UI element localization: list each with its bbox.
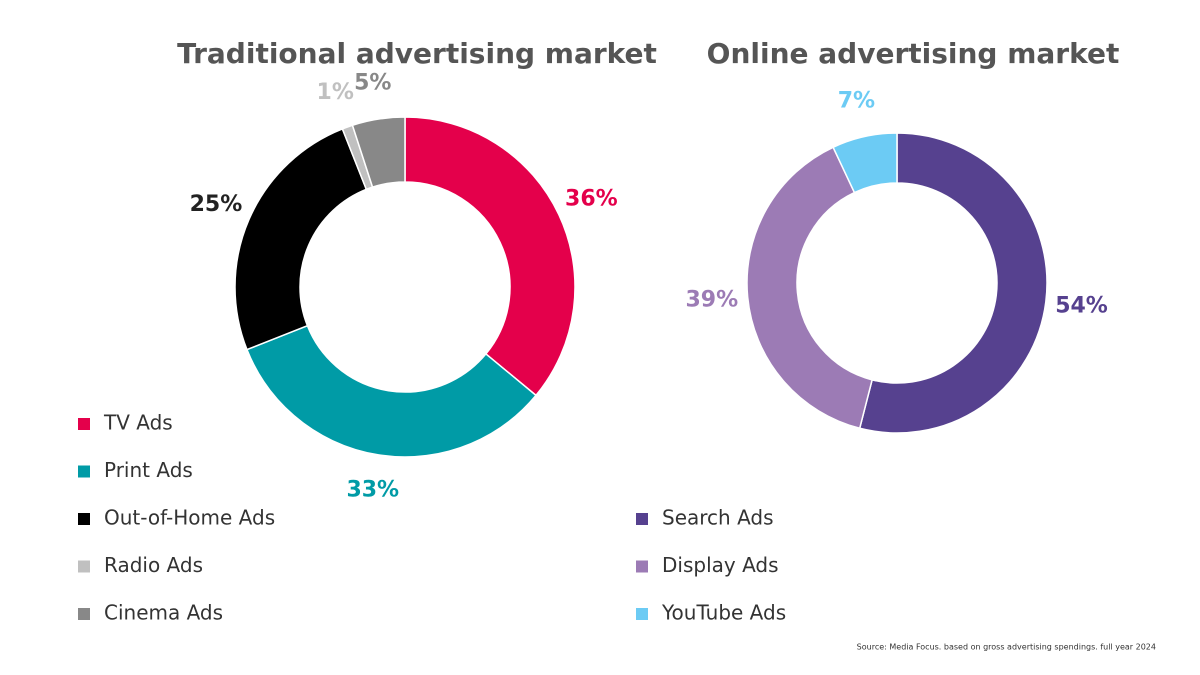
value-label: 54% [1055,293,1108,318]
legend-label: Print Ads [104,458,193,482]
donut-segment [832,132,898,194]
legend-label: Radio Ads [104,553,203,577]
legend-swatch [636,608,648,620]
legend-label: Cinema Ads [104,601,223,625]
donut-segment [404,116,576,397]
legend-swatch [78,465,90,478]
value-label: 5% [354,71,391,96]
legend-label: Search Ads [662,506,774,530]
legend-swatch [636,513,648,525]
value-label: 25% [190,192,243,217]
legend-label: Out-of-Home Ads [104,506,275,530]
donut-segment [858,132,1048,434]
value-label: 1% [317,80,354,105]
value-label: 39% [685,288,738,313]
legend-label: YouTube Ads [661,601,786,625]
chart-title: Online advertising market [707,37,1120,70]
legend-swatch [78,608,90,620]
donut-segment [234,127,368,351]
donut-segment [351,116,406,189]
legend-swatch [78,418,90,430]
legend-swatch [78,513,90,525]
chart-title: Traditional advertising market [177,37,657,70]
donut-segment [245,324,538,458]
legend-label: TV Ads [103,411,173,435]
value-label: 33% [346,477,399,502]
legend-label: Display Ads [662,553,779,577]
source-note: Source: Media Focus. based on gross adve… [857,643,1156,652]
value-label: 7% [838,88,875,113]
donut-segment [746,146,874,430]
value-label: 36% [565,186,618,211]
legend-swatch [78,560,90,573]
legend-swatch [636,560,648,573]
